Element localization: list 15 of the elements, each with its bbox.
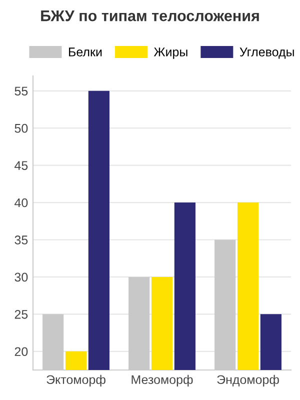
legend-label: Жиры xyxy=(154,48,188,59)
y-tick-label: 30 xyxy=(14,272,28,282)
y-tick-label: 35 xyxy=(14,236,28,244)
y-tick-label: 50 xyxy=(14,124,28,133)
y-tick-label: 25 xyxy=(14,310,28,319)
legend-label: Углеводы xyxy=(240,48,294,59)
chart-title: БЖУ по типам телосложения xyxy=(41,10,259,22)
y-tick-label: 20 xyxy=(14,347,28,356)
x-tick-label: Эктоморф xyxy=(46,374,106,387)
y-tick-label: 40 xyxy=(14,198,28,208)
x-tick-label: Эндоморф xyxy=(217,374,279,387)
legend-label: Белки xyxy=(69,48,102,56)
y-tick-label: 45 xyxy=(14,161,28,170)
y-tick-label: 55 xyxy=(14,86,28,96)
x-tick-label: Мезоморф xyxy=(132,374,193,387)
